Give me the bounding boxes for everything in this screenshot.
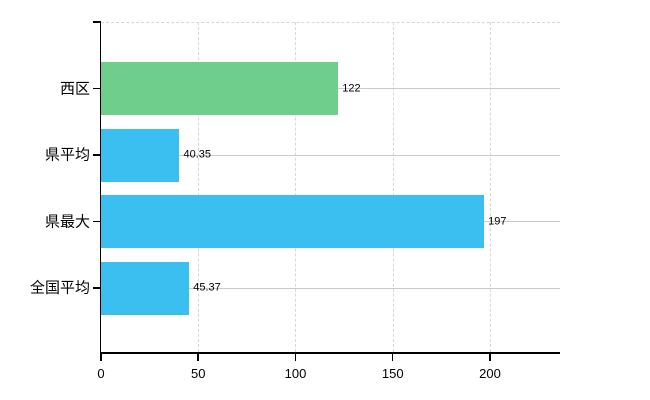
plot-area: 122 40.35 197 45.37: [101, 22, 560, 352]
x-gridline-50: [198, 22, 200, 352]
x-tick-label-50: 50: [191, 365, 206, 381]
y-tick-1: [93, 154, 101, 156]
x-axis-line: [99, 352, 560, 354]
x-tick-label-0: 0: [97, 365, 105, 381]
y-tick-2: [93, 220, 101, 223]
bar-2[interactable]: [101, 195, 485, 248]
y-tick-3: [93, 287, 101, 289]
x-tick-0: [100, 353, 102, 361]
value-label-0: 122: [342, 82, 361, 94]
x-tick-label-100: 100: [284, 365, 307, 381]
value-label-1: 40.35: [183, 148, 211, 161]
x-tick-label-200: 200: [479, 365, 501, 381]
x-tick-label-150: 150: [381, 365, 404, 381]
category-label-0: 西区: [59, 80, 90, 97]
bar-1[interactable]: [101, 128, 180, 182]
category-label-1: 県平均: [44, 146, 90, 164]
x-tick-150: [391, 353, 394, 361]
category-label-3: 全国平均: [29, 279, 90, 297]
y-axis-line: [99, 22, 101, 354]
x-gridline-100: [295, 22, 297, 352]
plot-top-gridline: [101, 22, 560, 23]
row-gridline-3: [101, 287, 560, 289]
value-label-3: 45.37: [193, 281, 221, 294]
category-label-2: 県最大: [44, 213, 90, 230]
row-gridline-1: [101, 154, 560, 156]
x-gridline-200: [489, 22, 491, 352]
x-tick-200: [489, 353, 491, 361]
value-label-2: 197: [488, 215, 507, 227]
bar-0[interactable]: [101, 62, 339, 115]
x-tick-50: [197, 353, 199, 361]
x-tick-100: [294, 353, 297, 361]
bar-3[interactable]: [101, 261, 190, 315]
y-tick-0: [93, 87, 101, 90]
y-axis-top-tick: [93, 21, 101, 23]
x-gridline-150: [392, 22, 394, 352]
